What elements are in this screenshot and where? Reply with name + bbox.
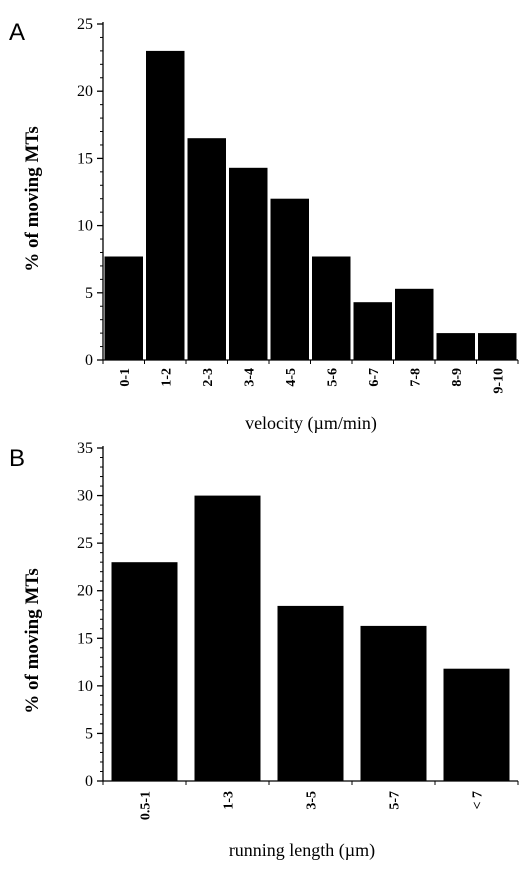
panel-b-x-tick-label: 5-7: [388, 791, 403, 810]
panel-a-x-tick-label: 0-1: [118, 368, 133, 387]
panel-a-y-tick-label: 25: [77, 16, 93, 33]
panel-b-y-tick-label: 30: [77, 488, 93, 505]
panel-a-x-tick-label: 6-7: [367, 368, 382, 387]
panel-a-bar: [395, 288, 434, 360]
panel-b-bar: [111, 562, 178, 781]
panel-a-y-tick-label: 20: [77, 83, 93, 100]
panel-a-x-tick-label: 1-2: [159, 368, 174, 387]
panel-a-x-tick-label: 3-4: [242, 368, 257, 387]
panel-a-x-tick-label: 5-6: [325, 368, 340, 387]
panel-b-chart: B % of moving MTs running length (µm) 0 5…: [9, 440, 519, 861]
panel-b-y-tick-label: 10: [77, 678, 93, 695]
panel-b-bar: [194, 495, 261, 781]
panel-b-x-tick-label: < 7: [471, 791, 486, 809]
panel-b-bar: [360, 625, 427, 781]
panel-a-x-tick-label: 9-10: [491, 368, 506, 394]
panel-b-y-tick-label: 15: [77, 630, 93, 647]
panel-b-y-tick-label: 5: [85, 725, 93, 742]
panel-a-bar: [353, 302, 392, 360]
panel-a-x-axis-title: velocity (µm/min): [245, 413, 377, 434]
panel-a-bar: [229, 167, 268, 360]
panel-a-bar: [104, 256, 143, 360]
panel-a-x-tick-label: 4-5: [284, 368, 299, 387]
panel-b-y-tick-label: 20: [77, 583, 93, 600]
panel-b-x-tick-label: 3-5: [305, 791, 320, 810]
panel-a-bar: [436, 333, 475, 360]
panel-a-y-tick-label: 0: [85, 352, 93, 369]
panel-b-y-tick-label: 25: [77, 535, 93, 552]
panel-a-y-tick-label: 15: [77, 150, 93, 167]
panel-b-y-axis-title: % of moving MTs: [22, 568, 43, 714]
panel-a-bar: [312, 256, 351, 360]
panel-b-letter: B: [9, 445, 25, 472]
panel-a-y-tick-label: 5: [85, 285, 93, 302]
panel-b-y-tick-label: 35: [77, 440, 93, 457]
panel-a-bar: [187, 138, 226, 360]
panel-a-x-tick-label: 8-9: [450, 368, 465, 387]
panel-b-x-tick-label: 1-3: [222, 791, 237, 810]
panel-a-bar: [270, 198, 309, 360]
panel-b-bar: [443, 668, 510, 781]
panel-a-letter: A: [9, 19, 25, 46]
panel-b-y-tick-label: 0: [85, 773, 93, 790]
panel-b-bar: [277, 605, 344, 781]
panel-a-x-tick-label: 2-3: [201, 368, 216, 387]
panel-a-bar: [478, 333, 517, 360]
panel-a-x-tick-label: 7-8: [408, 368, 423, 387]
panel-a-bar: [146, 50, 185, 361]
panel-a-y-tick-label: 10: [77, 218, 93, 235]
panel-b-x-tick-label: 0.5-1: [139, 791, 154, 820]
panel-a-y-axis-title: % of moving MTs: [22, 126, 43, 272]
panel-a-chart: A % of moving MTs velocity (µm/min) 0 5 10…: [9, 16, 519, 434]
panel-b-x-axis-title: running length (µm): [229, 840, 375, 861]
